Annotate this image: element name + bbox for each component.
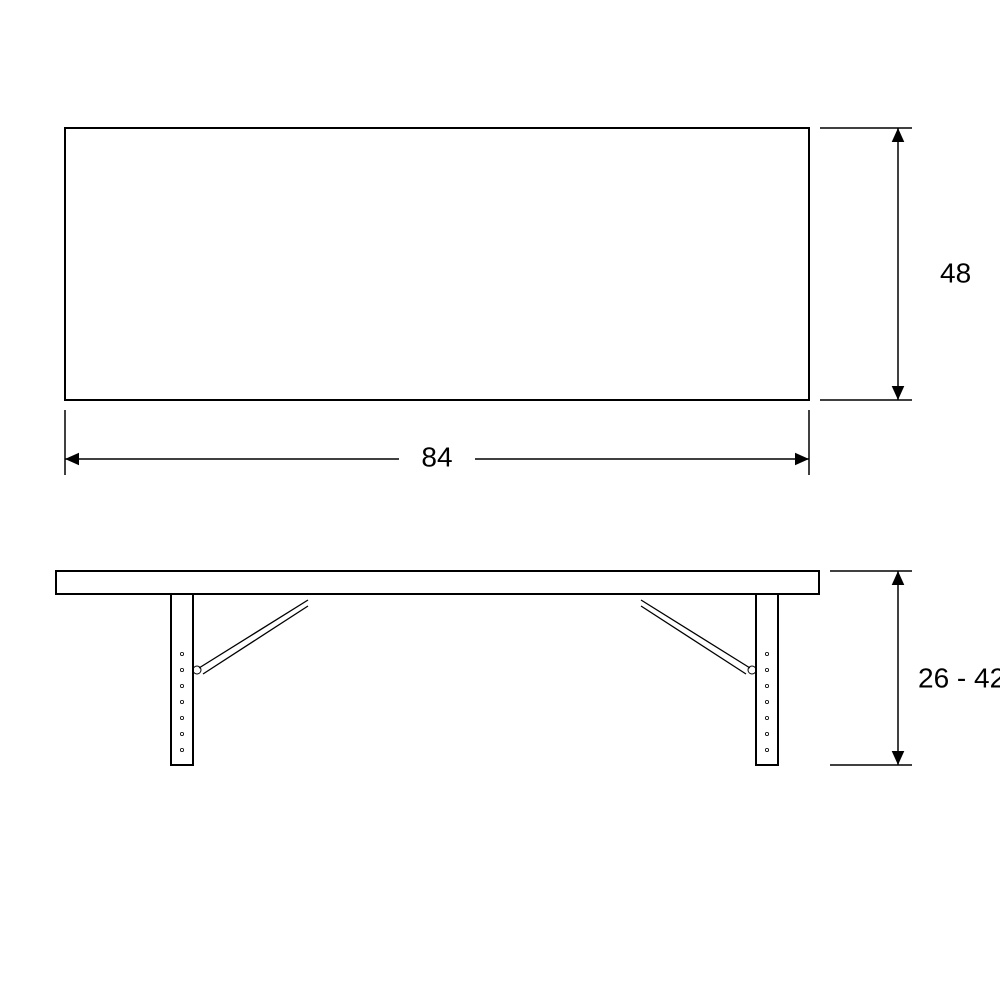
side-view [56,571,819,765]
width-label: 84 [421,441,452,472]
technical-drawing: 84 48 26 - 42 [0,0,1000,1000]
dimension-width: 84 [65,410,809,475]
dimension-depth: 48 [820,128,971,400]
dimension-height: 26 - 42 [830,571,1000,765]
height-label: 26 - 42 [918,662,1000,693]
depth-label: 48 [940,257,971,288]
top-view [65,128,809,400]
